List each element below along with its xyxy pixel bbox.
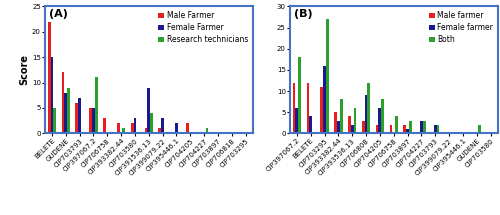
Bar (175, 123, 178, 133)
Bar (64, 93, 67, 133)
Bar (131, 123, 134, 133)
Bar (90, 108, 92, 133)
Bar (78, 98, 81, 133)
Bar (296, 108, 298, 133)
Bar (144, 128, 148, 133)
Bar (404, 125, 406, 133)
Bar (434, 125, 436, 133)
Text: (A): (A) (49, 9, 68, 19)
Bar (354, 108, 356, 133)
Bar (50, 57, 53, 133)
Bar (382, 100, 384, 133)
Bar (337, 121, 340, 133)
Legend: Male Farmer, Female Farmer, Research technicians: Male Farmer, Female Farmer, Research tec… (158, 10, 248, 45)
Bar (161, 118, 164, 133)
Bar (340, 100, 342, 133)
Bar (364, 95, 368, 133)
Bar (334, 112, 337, 133)
Bar (150, 113, 153, 133)
Bar (122, 128, 126, 133)
Bar (298, 57, 301, 133)
Bar (148, 88, 150, 133)
Bar (292, 83, 296, 133)
Bar (158, 128, 161, 133)
Bar (48, 22, 50, 133)
Bar (406, 129, 409, 133)
Y-axis label: Score: Score (19, 54, 29, 85)
Bar (395, 116, 398, 133)
Bar (348, 116, 351, 133)
Bar (103, 118, 106, 133)
Bar (478, 125, 481, 133)
Bar (92, 108, 95, 133)
Text: (B): (B) (294, 9, 312, 19)
Bar (62, 72, 64, 133)
Bar (409, 121, 412, 133)
Bar (376, 125, 378, 133)
Bar (306, 83, 310, 133)
Bar (351, 125, 354, 133)
Bar (323, 66, 326, 133)
Bar (320, 87, 323, 133)
Bar (206, 128, 208, 133)
Bar (54, 108, 56, 133)
Bar (95, 77, 98, 133)
Bar (117, 123, 119, 133)
Bar (420, 121, 423, 133)
Bar (368, 83, 370, 133)
Bar (134, 118, 136, 133)
Bar (76, 103, 78, 133)
Bar (362, 121, 364, 133)
Bar (390, 125, 392, 133)
Legend: Male farmer, Female farmer, Both: Male farmer, Female farmer, Both (428, 10, 494, 45)
Bar (326, 19, 328, 133)
Bar (436, 125, 440, 133)
Bar (186, 123, 189, 133)
Bar (378, 108, 382, 133)
Bar (423, 121, 426, 133)
Bar (67, 88, 70, 133)
Bar (310, 116, 312, 133)
